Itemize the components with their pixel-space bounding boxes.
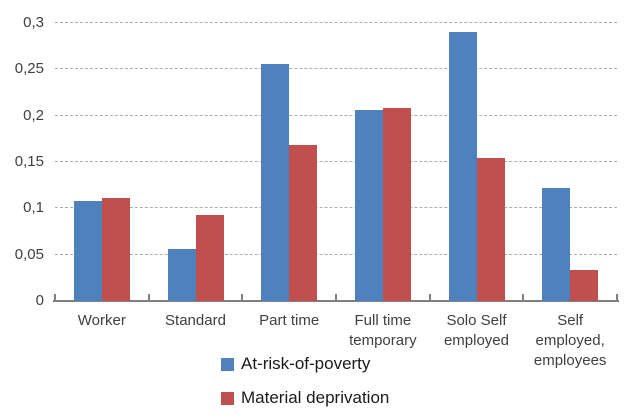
y-tick-label: 0,1: [23, 199, 44, 217]
legend-item-material-deprivation: Material deprivation: [221, 388, 389, 408]
y-tick-label: 0,05: [14, 245, 44, 263]
axis-tick: [241, 294, 244, 300]
x-category-label-worker: Worker: [77, 312, 126, 329]
legend-swatch-red-icon: [221, 391, 234, 405]
x-category-label-solo-self-employed: Solo Self employed: [443, 312, 509, 349]
y-tick-label: 0: [35, 292, 44, 309]
x-category-label-part-time: Part time: [259, 312, 320, 329]
bar-material-deprivation-solo-self-employed: [476, 158, 505, 301]
gridline: [55, 207, 617, 209]
legend-label-at-risk-of-poverty: At-risk-of-poverty: [241, 354, 371, 373]
x-axis-line: [53, 300, 619, 302]
bar-material-deprivation-full-time-temporary: [382, 108, 411, 301]
gridline: [55, 114, 617, 116]
legend-item-at-risk-of-poverty: At-risk-of-poverty: [221, 354, 389, 374]
x-category-label-self-employed-employees: Self employed, employees: [533, 312, 607, 369]
axis-tick: [522, 294, 525, 300]
axis-tick: [54, 294, 56, 300]
gridline: [55, 161, 617, 162]
gridline: [55, 253, 617, 255]
bar-at-risk-of-poverty-full-time-temporary: [354, 110, 383, 301]
bar-material-deprivation-part-time: [289, 145, 318, 301]
y-tick-label: 0,2: [23, 106, 44, 124]
bar-material-deprivation-self-employed-employees: [570, 270, 599, 301]
bar-at-risk-of-poverty-part-time: [261, 63, 290, 301]
legend-label-material-deprivation: Material deprivation: [241, 388, 390, 407]
y-tick-label: 0,3: [23, 14, 44, 31]
bar-at-risk-of-poverty-solo-self-employed: [448, 32, 477, 301]
bar-material-deprivation-standard: [195, 214, 224, 301]
axis-tick: [147, 294, 150, 300]
bar-at-risk-of-poverty-self-employed-employees: [542, 187, 571, 301]
gridline: [55, 68, 617, 70]
x-category-label-full-time-temporary: Full time temporary: [349, 312, 417, 349]
axis-tick: [428, 294, 431, 300]
x-category-label-standard: Standard: [165, 312, 226, 329]
bar-at-risk-of-poverty-standard: [167, 249, 196, 301]
gridline: [55, 22, 617, 23]
y-tick-label: 0,25: [14, 60, 44, 78]
legend: At-risk-of-poverty Material deprivation: [221, 354, 389, 408]
axis-tick: [335, 294, 337, 300]
legend-swatch-blue-icon: [221, 357, 234, 371]
bar-material-deprivation-worker: [101, 198, 130, 301]
axis-tick: [616, 294, 618, 300]
y-tick-label: 0,15: [14, 153, 44, 170]
bar-at-risk-of-poverty-worker: [73, 200, 102, 301]
